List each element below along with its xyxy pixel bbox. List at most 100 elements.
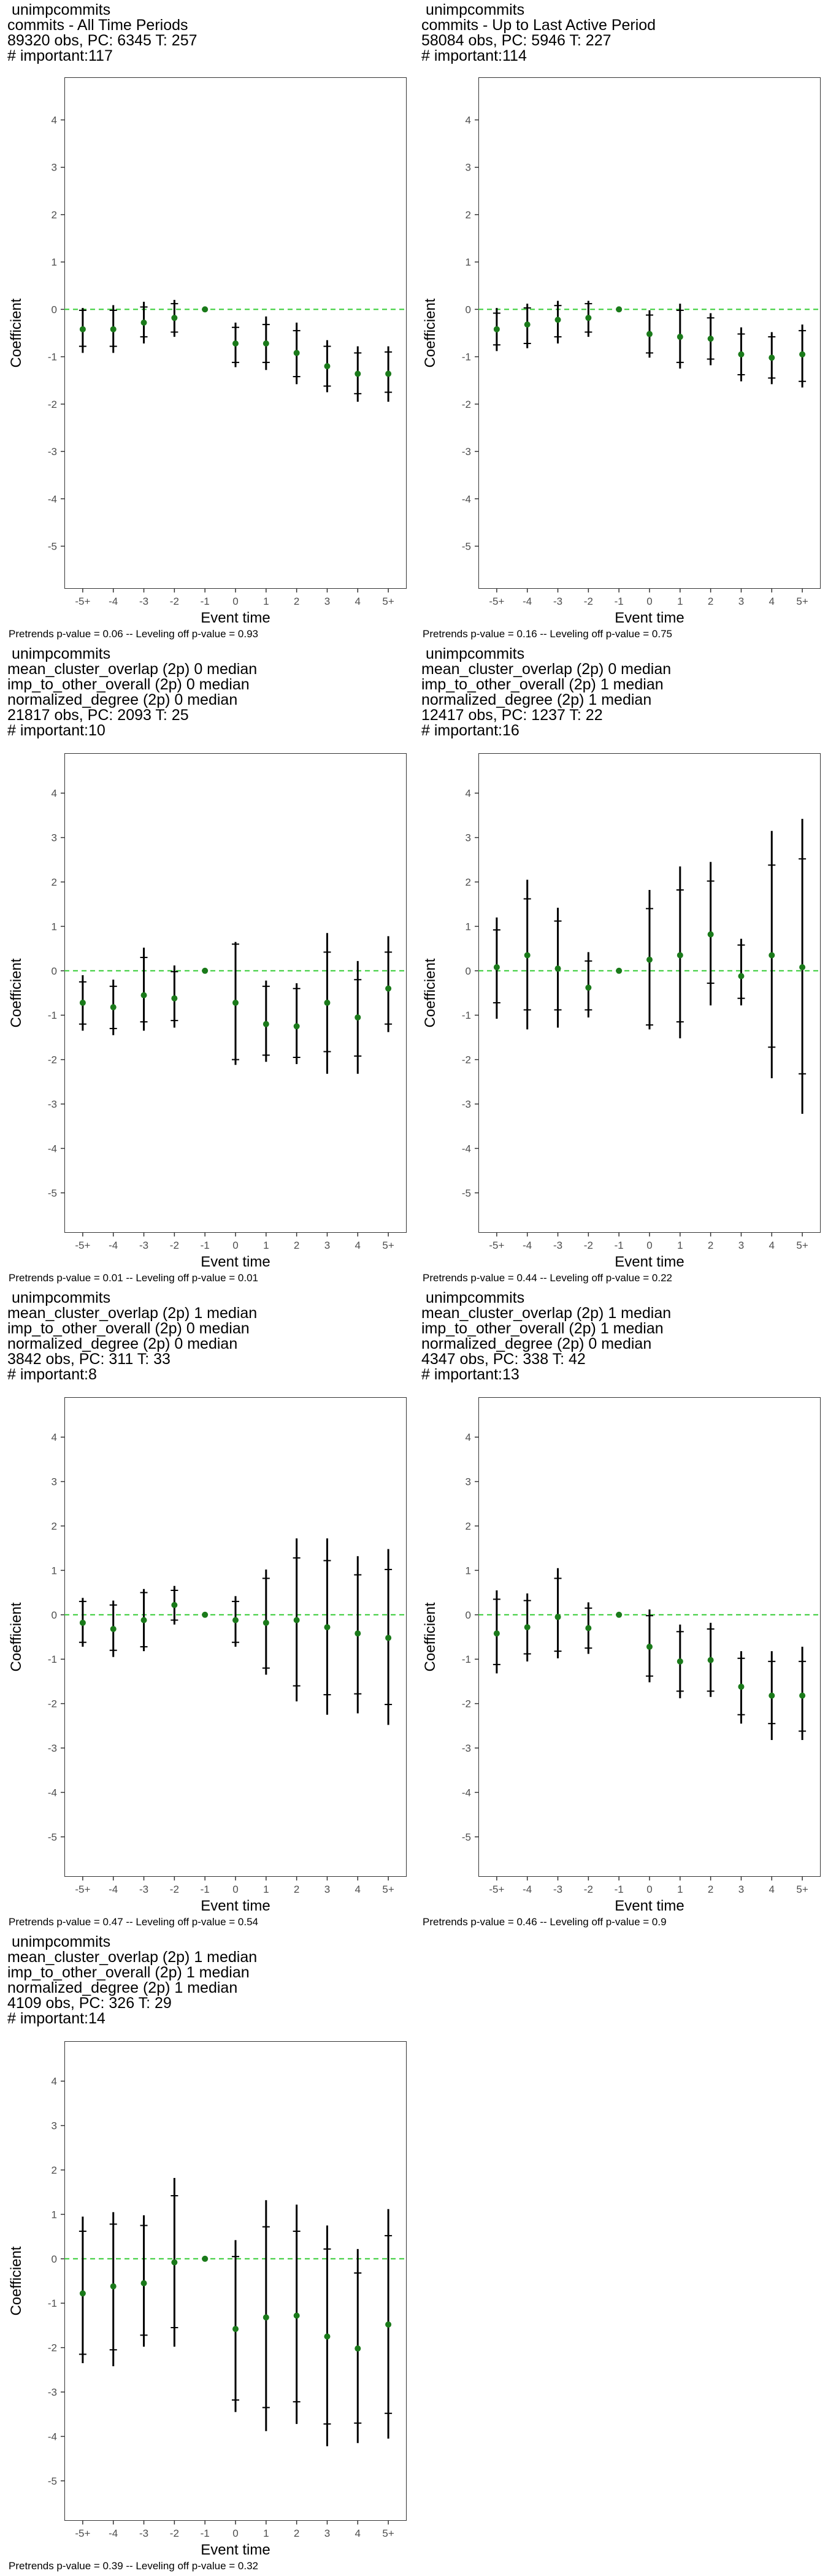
y-tick-label: 3 bbox=[466, 832, 471, 844]
y-tick-label: -1 bbox=[462, 1010, 471, 1021]
x-tick-label: 3 bbox=[738, 1240, 744, 1251]
x-tick-label: -4 bbox=[109, 1884, 118, 1895]
x-tick-label: -5+ bbox=[75, 2528, 90, 2539]
x-tick-label: 4 bbox=[769, 596, 775, 607]
y-tick-label: 4 bbox=[466, 115, 471, 126]
y-tick-label: -5 bbox=[48, 2475, 57, 2487]
estimate-point bbox=[293, 1617, 300, 1623]
chart-title: unimpcommits mean_cluster_overlap (2p) 0 … bbox=[421, 646, 671, 738]
x-tick-label: 5+ bbox=[796, 1240, 808, 1251]
x-tick-label: 2 bbox=[708, 1884, 713, 1895]
x-tick-label: -5+ bbox=[75, 1240, 90, 1251]
x-tick-label: 5+ bbox=[796, 596, 808, 607]
estimate-point bbox=[263, 1021, 269, 1027]
y-tick-label: -2 bbox=[48, 2342, 57, 2354]
y-axis-label: Coefficient bbox=[8, 298, 25, 368]
y-tick-label: 3 bbox=[466, 1476, 471, 1488]
x-tick-label: 1 bbox=[677, 596, 683, 607]
x-tick-label: 0 bbox=[232, 1884, 238, 1895]
estimate-point bbox=[769, 355, 775, 361]
estimate-point bbox=[385, 1635, 392, 1641]
y-tick-label: 2 bbox=[52, 2164, 57, 2176]
y-tick-label: -3 bbox=[48, 2386, 57, 2398]
y-tick-label: 2 bbox=[52, 1520, 57, 1532]
x-tick-label: 2 bbox=[294, 1884, 299, 1895]
estimate-point bbox=[616, 1611, 623, 1618]
chart-title-line: unimpcommits bbox=[421, 645, 525, 662]
y-tick-label: 2 bbox=[52, 209, 57, 221]
x-tick-label: 4 bbox=[355, 2528, 361, 2539]
x-tick-label: -5+ bbox=[75, 596, 90, 607]
chart-title-line: imp_to_other_overall (2p) 1 median bbox=[7, 1964, 250, 1981]
x-tick-label: 0 bbox=[646, 1884, 652, 1895]
estimate-point bbox=[263, 1619, 269, 1626]
estimate-point bbox=[140, 992, 147, 999]
y-tick-label: -1 bbox=[48, 351, 57, 363]
y-tick-label: -1 bbox=[48, 2298, 57, 2309]
x-tick-label: -3 bbox=[553, 1240, 562, 1251]
estimate-point bbox=[355, 2345, 361, 2352]
x-tick-label: -4 bbox=[109, 2528, 118, 2539]
chart-title-line: # important:13 bbox=[421, 1366, 519, 1383]
chart-title-line: # important:8 bbox=[7, 1366, 97, 1383]
y-tick-label: 1 bbox=[466, 921, 471, 932]
y-tick-label: 0 bbox=[52, 965, 57, 977]
x-tick-label: 1 bbox=[263, 596, 269, 607]
plot-area bbox=[64, 77, 407, 589]
y-tick-label: 3 bbox=[52, 162, 57, 174]
y-tick-label: -5 bbox=[48, 1187, 57, 1199]
x-tick-label: 5+ bbox=[382, 2528, 394, 2539]
x-tick-label: -1 bbox=[201, 1240, 210, 1251]
estimate-point bbox=[140, 2280, 147, 2287]
y-tick-label: 2 bbox=[52, 876, 57, 888]
estimate-point bbox=[585, 1625, 592, 1631]
y-tick-label: 1 bbox=[466, 1565, 471, 1576]
chart-title-line: normalized_degree (2p) 1 median bbox=[421, 691, 652, 708]
x-tick-label: 2 bbox=[294, 596, 299, 607]
chart-title: unimpcommits mean_cluster_overlap (2p) 1 … bbox=[421, 1290, 671, 1382]
y-tick-label: -4 bbox=[462, 1143, 471, 1154]
chart-title-line: imp_to_other_overall (2p) 1 median bbox=[421, 1320, 664, 1337]
chart-title-line: mean_cluster_overlap (2p) 1 median bbox=[7, 1949, 258, 1966]
estimate-point bbox=[799, 964, 806, 971]
estimate-point bbox=[324, 999, 331, 1006]
y-tick-label: -1 bbox=[48, 1654, 57, 1665]
x-tick-label: 0 bbox=[232, 2528, 238, 2539]
y-tick-label: 1 bbox=[52, 921, 57, 932]
y-axis-label: Coefficient bbox=[422, 1602, 439, 1672]
x-tick-label: 2 bbox=[294, 2528, 299, 2539]
x-tick-label: 4 bbox=[355, 1884, 361, 1895]
estimate-point bbox=[585, 315, 592, 321]
estimate-point bbox=[554, 965, 561, 972]
y-tick-label: 0 bbox=[466, 304, 471, 315]
chart-title-line: # important:117 bbox=[7, 47, 113, 64]
estimate-point bbox=[677, 334, 683, 340]
plot-area bbox=[478, 753, 821, 1233]
estimate-point bbox=[524, 321, 531, 328]
y-tick-label: -4 bbox=[462, 1787, 471, 1798]
estimate-point bbox=[493, 326, 500, 332]
x-tick-label: -4 bbox=[523, 596, 532, 607]
x-tick-label: -3 bbox=[139, 596, 148, 607]
estimate-point bbox=[263, 2314, 269, 2321]
x-tick-label: 0 bbox=[232, 596, 238, 607]
y-tick-label: -1 bbox=[462, 351, 471, 363]
x-tick-label: -5+ bbox=[75, 1884, 90, 1895]
x-tick-label: -2 bbox=[584, 596, 593, 607]
x-tick-label: 5+ bbox=[382, 1240, 394, 1251]
chart-title-line: 89320 obs, PC: 6345 T: 257 bbox=[7, 32, 197, 49]
estimate-point bbox=[646, 956, 653, 963]
estimate-point bbox=[79, 1619, 86, 1626]
chart-title-line: # important:10 bbox=[7, 722, 105, 739]
x-tick-label: -1 bbox=[615, 1240, 624, 1251]
p-value-note: Pretrends p-value = 0.06 -- Leveling off… bbox=[9, 628, 258, 640]
x-tick-label: 1 bbox=[677, 1240, 683, 1251]
estimate-point bbox=[202, 2255, 209, 2262]
y-axis-label: Coefficient bbox=[8, 1602, 25, 1672]
plot-marks: -5 -4 -3 -2 -1 0 1 2 3 4 -5+ -4 -3 -2 -1 0 1 2 3 4 5+ bbox=[48, 2076, 407, 2539]
chart-panel-4: unimpcommits mean_cluster_overlap (2p) 0 … bbox=[414, 644, 828, 1288]
estimate-point bbox=[171, 2259, 178, 2266]
x-tick-label: 5+ bbox=[796, 1884, 808, 1895]
chart-title: unimpcommits mean_cluster_overlap (2p) 1 … bbox=[7, 1934, 257, 2026]
estimate-point bbox=[202, 306, 209, 313]
